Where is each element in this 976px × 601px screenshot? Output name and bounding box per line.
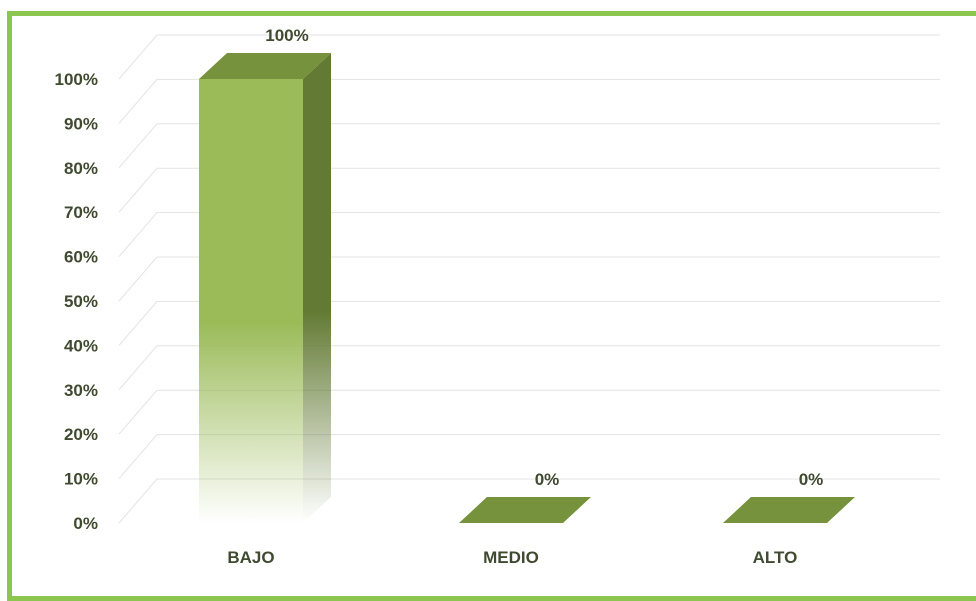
- gridline: [118, 300, 940, 346]
- y-tick-label: 10%: [64, 470, 98, 489]
- y-tick-label: 80%: [64, 159, 98, 178]
- gridline: [118, 478, 940, 524]
- data-labels: 100% 0% 0%: [265, 26, 823, 489]
- bar-front: [199, 79, 303, 523]
- x-category-label: ALTO: [753, 548, 798, 567]
- gridline: [118, 34, 940, 80]
- gridline: [118, 78, 940, 124]
- data-label: 0%: [799, 470, 824, 489]
- gridline: [118, 434, 940, 479]
- x-axis-categories: BAJO MEDIO ALTO: [227, 548, 797, 567]
- gridline: [118, 389, 940, 435]
- bar-side: [303, 53, 331, 523]
- y-tick-label: 0%: [73, 514, 98, 533]
- x-category-label: MEDIO: [483, 548, 539, 567]
- gridline: [118, 345, 940, 391]
- bars: [199, 53, 855, 523]
- y-tick-label: 20%: [64, 425, 98, 444]
- gridline: [118, 212, 940, 257]
- y-axis-ticks: 0% 10% 20% 30% 40% 50% 60% 70% 80% 90% 100%: [55, 70, 98, 533]
- bar-top: [459, 497, 591, 523]
- y-tick-label: 100%: [55, 70, 98, 89]
- data-label: 0%: [535, 470, 560, 489]
- gridline: [118, 167, 940, 213]
- gridline: [118, 123, 940, 169]
- y-tick-label: 90%: [64, 114, 98, 133]
- y-tick-label: 60%: [64, 248, 98, 267]
- bar-chart: 0%10%20%30%40%50%60%70%80%90%100% 100%0%…: [55, 26, 940, 567]
- y-tick-label: 70%: [64, 203, 98, 222]
- y-tick-label: 50%: [64, 292, 98, 311]
- bar-top: [723, 497, 855, 523]
- y-tick-label: 30%: [64, 381, 98, 400]
- gridlines: [118, 34, 940, 524]
- y-tick-label: 40%: [64, 336, 98, 355]
- x-category-label: BAJO: [227, 548, 274, 567]
- bar-top: [199, 53, 331, 79]
- data-label: 100%: [265, 26, 308, 45]
- gridline: [118, 256, 940, 302]
